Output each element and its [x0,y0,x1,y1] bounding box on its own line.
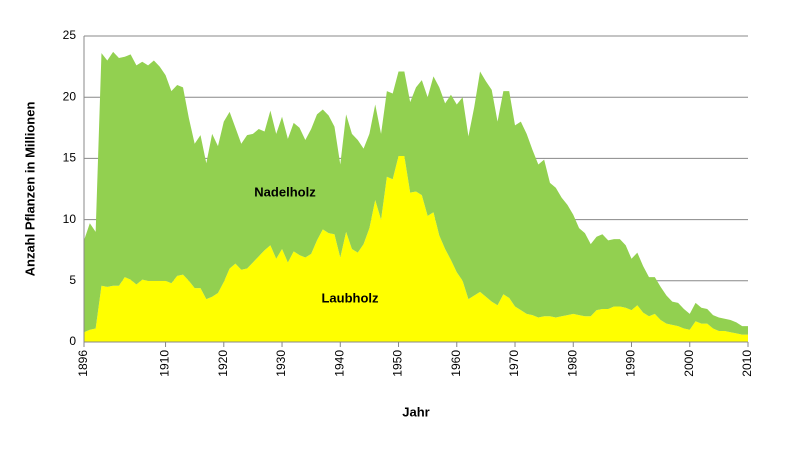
y-tick-label: 0 [69,334,76,348]
x-tick-label: 1896 [76,350,90,377]
y-axis-label: Anzahl Pflanzen in Millionen [22,102,37,277]
x-tick-label: 1920 [216,350,230,377]
y-tick-label: 10 [63,212,77,226]
y-tick-label: 5 [69,273,76,287]
area [84,51,748,335]
series-label: Laubholz [321,290,379,305]
x-tick-label: 2010 [740,350,754,377]
y-tick-label: 20 [63,89,77,103]
area [84,155,748,342]
x-tick-label: 1990 [624,350,638,377]
x-tick-label: 2000 [682,350,696,377]
x-tick-label: 1970 [507,350,521,377]
x-tick-label: 1930 [274,350,288,377]
x-tick-label: 1940 [332,350,346,377]
y-tick-label: 15 [63,151,77,165]
x-axis-label: Jahr [402,404,429,419]
series-label: Nadelholz [254,184,316,199]
x-tick-label: 1980 [565,350,579,377]
x-tick-label: 1960 [449,350,463,377]
x-tick-label: 1950 [391,350,405,377]
x-tick-label: 1910 [158,350,172,377]
y-tick-label: 25 [63,28,77,42]
